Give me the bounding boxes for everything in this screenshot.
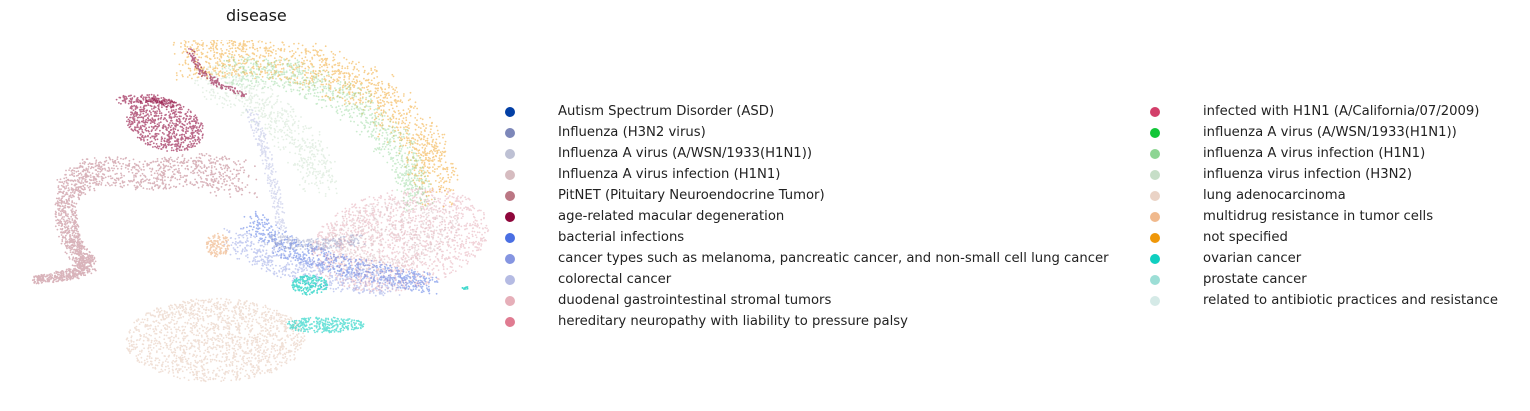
legend-marker bbox=[1150, 295, 1160, 306]
legend-marker bbox=[505, 169, 515, 180]
legend-label: PitNET (Pituitary Neuroendocrine Tumor) bbox=[558, 188, 825, 203]
legend-marker bbox=[1150, 274, 1160, 285]
point-cluster bbox=[320, 198, 459, 273]
point-cluster bbox=[205, 232, 231, 258]
legend-entry: Influenza A virus infection (H1N1) bbox=[497, 164, 1109, 185]
legend-label: influenza A virus (A/WSN/1933(H1N1)) bbox=[1203, 125, 1457, 140]
point-cluster bbox=[240, 210, 439, 295]
legend-label: age-related macular degeneration bbox=[558, 209, 785, 224]
cluster-marks bbox=[31, 40, 490, 383]
legend-entry: infected with H1N1 (A/California/07/2009… bbox=[1142, 101, 1498, 122]
point-cluster bbox=[215, 55, 436, 212]
legend-marker bbox=[505, 295, 515, 306]
legend-column-1: Autism Spectrum Disorder (ASD) Influenza … bbox=[497, 101, 1109, 332]
point-cluster bbox=[263, 233, 366, 252]
legend-marker bbox=[505, 190, 515, 201]
legend-marker bbox=[1150, 211, 1160, 222]
legend-marker bbox=[505, 274, 515, 285]
legend-label: cancer types such as melanoma, pancreati… bbox=[558, 251, 1109, 266]
legend-entry: age-related macular degeneration bbox=[497, 206, 1109, 227]
legend-marker bbox=[505, 148, 515, 159]
legend-marker bbox=[1150, 127, 1160, 138]
point-cluster bbox=[223, 227, 405, 297]
point-cluster bbox=[461, 286, 469, 290]
point-cluster bbox=[31, 153, 258, 285]
legend-label: hereditary neuropathy with liability to … bbox=[558, 314, 908, 329]
legend-marker bbox=[1150, 232, 1160, 243]
embedding-scatter bbox=[31, 40, 490, 383]
legend-label: related to antibiotic practices and resi… bbox=[1203, 293, 1498, 308]
point-cluster bbox=[115, 93, 178, 109]
legend-label: influenza A virus infection (H1N1) bbox=[1203, 146, 1426, 161]
chart-title: disease bbox=[226, 6, 287, 25]
legend-label: prostate cancer bbox=[1203, 272, 1307, 287]
point-cluster bbox=[286, 316, 365, 334]
legend-marker bbox=[505, 316, 515, 327]
point-cluster bbox=[291, 274, 329, 296]
legend-entry: duodenal gastrointestinal stromal tumors bbox=[497, 290, 1109, 311]
legend-entry: influenza virus infection (H3N2) bbox=[1142, 164, 1498, 185]
legend-entry: influenza A virus infection (H1N1) bbox=[1142, 143, 1498, 164]
legend-label: influenza virus infection (H3N2) bbox=[1203, 167, 1412, 182]
legend-marker bbox=[1150, 169, 1160, 180]
point-cluster bbox=[125, 297, 306, 383]
legend-entry: Influenza A virus (A/WSN/1933(H1N1)) bbox=[497, 143, 1109, 164]
legend-marker bbox=[1150, 106, 1160, 117]
legend-label: Influenza (H3N2 virus) bbox=[558, 125, 706, 140]
legend-entry: prostate cancer bbox=[1142, 269, 1498, 290]
legend-marker bbox=[1150, 190, 1160, 201]
legend-entry: ovarian cancer bbox=[1142, 248, 1498, 269]
legend-marker bbox=[505, 127, 515, 138]
legend-column-2: infected with H1N1 (A/California/07/2009… bbox=[1142, 101, 1498, 311]
legend-entry: PitNET (Pituitary Neuroendocrine Tumor) bbox=[497, 185, 1109, 206]
legend-label: bacterial infections bbox=[558, 230, 685, 245]
legend-marker bbox=[505, 253, 515, 264]
legend-label: infected with H1N1 (A/California/07/2009… bbox=[1203, 104, 1480, 119]
legend-entry: Influenza (H3N2 virus) bbox=[497, 122, 1109, 143]
legend-label: Influenza A virus infection (H1N1) bbox=[558, 167, 781, 182]
legend-entry: related to antibiotic practices and resi… bbox=[1142, 290, 1498, 311]
legend-label: duodenal gastrointestinal stromal tumors bbox=[558, 293, 832, 308]
legend-label: not specified bbox=[1203, 230, 1288, 245]
point-cluster bbox=[245, 108, 288, 236]
legend-marker bbox=[1150, 253, 1160, 264]
legend-label: lung adenocarcinoma bbox=[1203, 188, 1346, 203]
point-cluster bbox=[172, 40, 459, 208]
legend-marker bbox=[505, 232, 515, 243]
legend-entry: bacterial infections bbox=[497, 227, 1109, 248]
legend-label: ovarian cancer bbox=[1203, 251, 1302, 266]
point-cluster bbox=[194, 63, 338, 198]
legend-label: multidrug resistance in tumor cells bbox=[1203, 209, 1434, 224]
legend-label: Influenza A virus (A/WSN/1933(H1N1)) bbox=[558, 146, 812, 161]
legend-entry: influenza A virus (A/WSN/1933(H1N1)) bbox=[1142, 122, 1498, 143]
legend-marker bbox=[1150, 148, 1160, 159]
legend-entry: colorectal cancer bbox=[497, 269, 1109, 290]
legend-entry: lung adenocarcinoma bbox=[1142, 185, 1498, 206]
legend-marker bbox=[505, 211, 515, 222]
legend-marker bbox=[505, 106, 515, 117]
point-cluster bbox=[186, 48, 247, 98]
legend-label: Autism Spectrum Disorder (ASD) bbox=[558, 104, 775, 119]
legend-entry: multidrug resistance in tumor cells bbox=[1142, 206, 1498, 227]
legend-entry: cancer types such as melanoma, pancreati… bbox=[497, 248, 1109, 269]
legend-entry: hereditary neuropathy with liability to … bbox=[497, 311, 1109, 332]
legend-label: colorectal cancer bbox=[558, 272, 672, 287]
legend-entry: not specified bbox=[1142, 227, 1498, 248]
legend-entry: Autism Spectrum Disorder (ASD) bbox=[497, 101, 1109, 122]
